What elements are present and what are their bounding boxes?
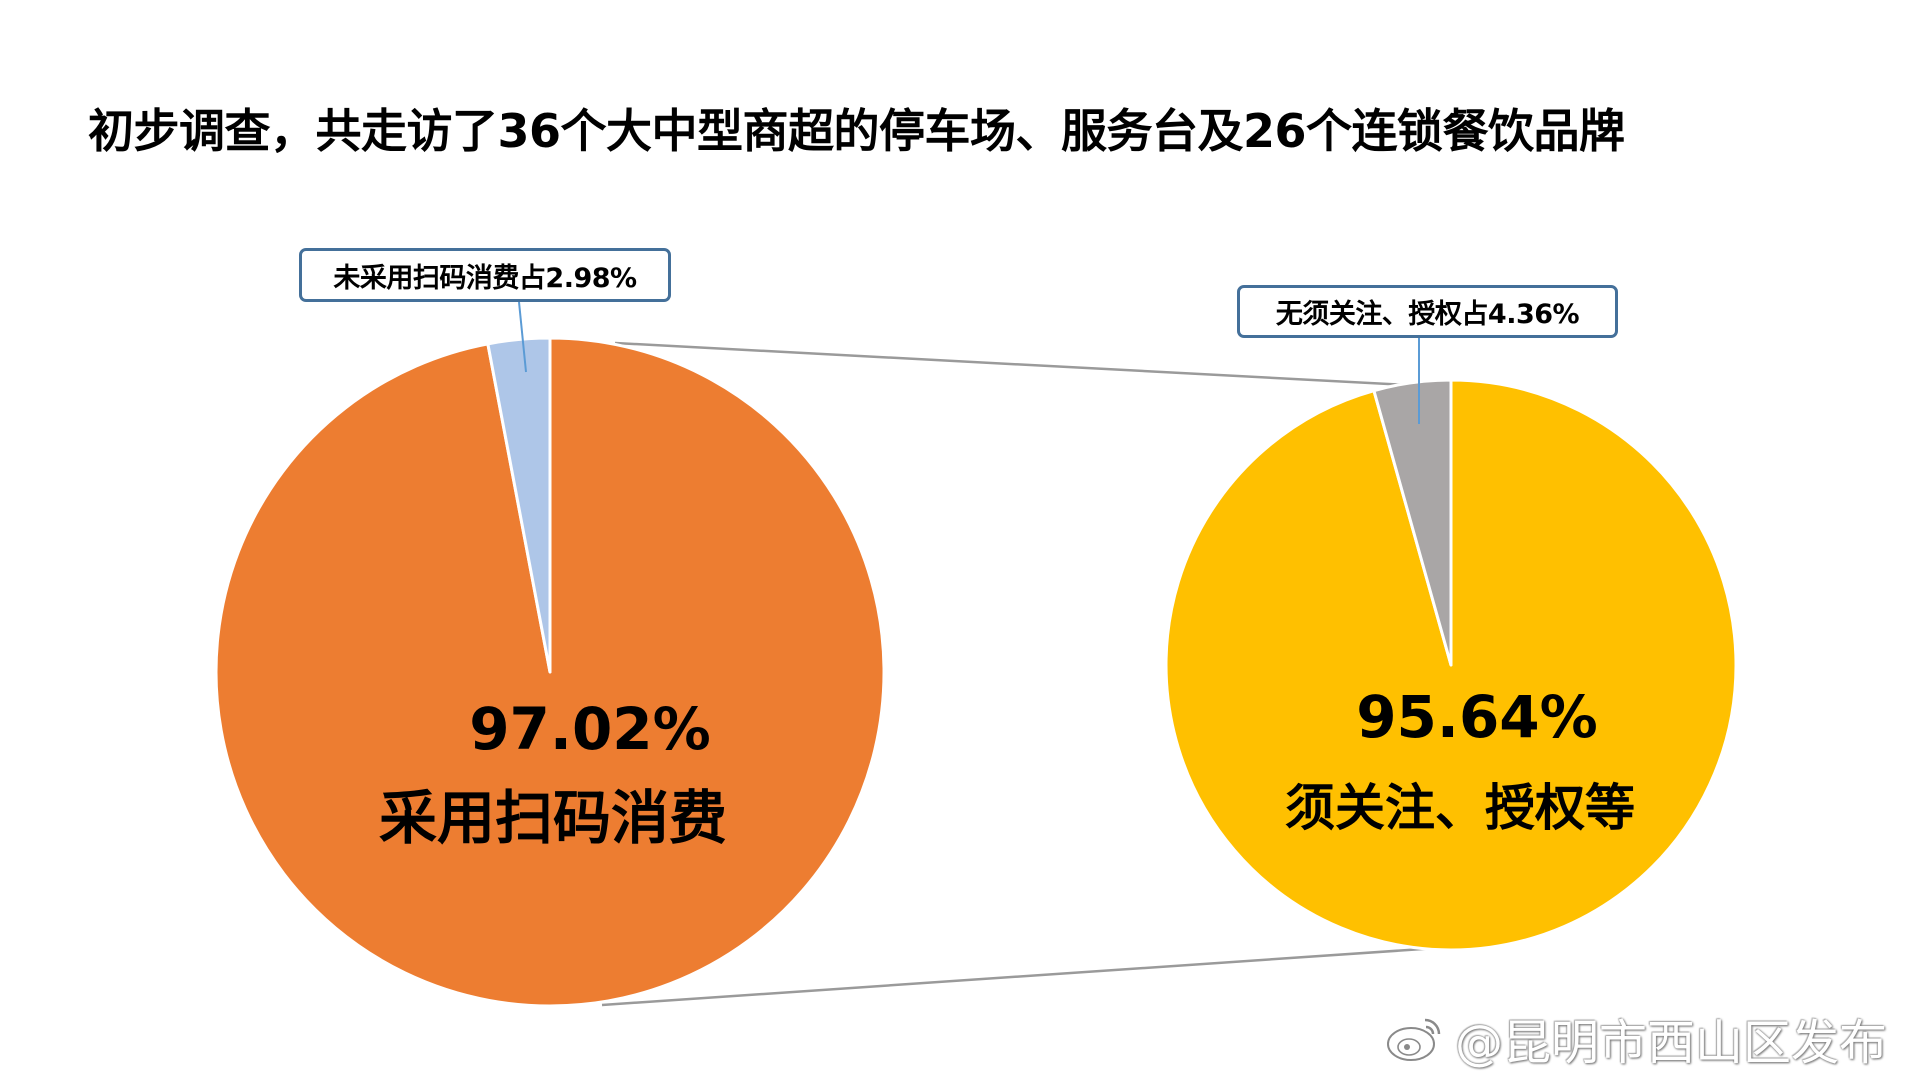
pie-slice [1372, 378, 1453, 667]
left-pie-percent: 97.02% [469, 695, 711, 763]
chart-title: 初步调查，共走访了36个大中型商超的停车场、服务台及26个连锁餐饮品牌 [88, 104, 1625, 158]
watermark-text: @昆明市西山区发布 [1455, 1015, 1888, 1071]
watermark: @昆明市西山区发布 [1385, 1008, 1887, 1071]
weibo-icon [1387, 1018, 1441, 1061]
left-pie [214, 336, 886, 1008]
connector-line-top [614, 341, 1408, 387]
right-pie [1164, 378, 1738, 952]
callout-leader-left [518, 301, 527, 373]
left-pie-label: 采用扫码消费 [378, 784, 727, 852]
connector-line-bottom [601, 945, 1453, 1007]
callout-no-follow-authorize: 无须关注、授权占4.36% [1237, 285, 1618, 338]
right-pie-label: 须关注、授权等 [1285, 779, 1635, 837]
callout-not-using-scan: 未采用扫码消费占2.98% [299, 248, 671, 302]
right-pie-percent: 95.64% [1356, 683, 1598, 751]
pie-slice [486, 336, 552, 674]
